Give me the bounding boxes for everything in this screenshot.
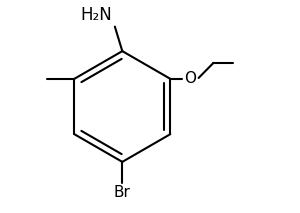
Text: Br: Br [114,185,131,200]
Text: H₂N: H₂N [80,6,112,24]
Text: O: O [184,71,196,86]
